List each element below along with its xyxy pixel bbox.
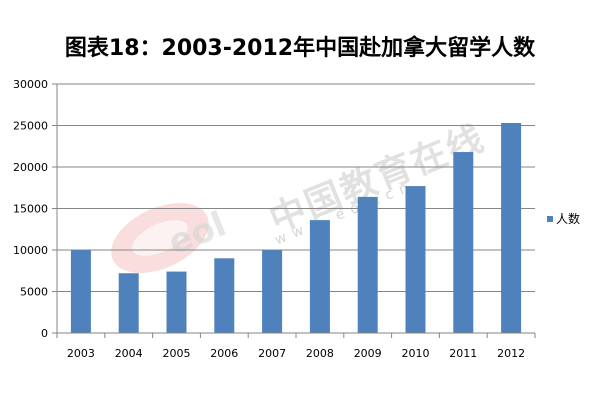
bar-2008	[309, 220, 330, 333]
y-tick-label: 20000	[13, 161, 48, 174]
x-tick-label: 2007	[258, 347, 286, 360]
bars	[70, 123, 522, 333]
x-tick-label: 2006	[210, 347, 238, 360]
x-tick-label: 2004	[115, 347, 143, 360]
x-tick-label: 2008	[306, 347, 334, 360]
x-tick-label: 2010	[402, 347, 430, 360]
legend-label: 人数	[556, 211, 580, 226]
y-tick-labels: 0 5000 10000 15000 20000 25000 30000	[13, 78, 48, 340]
x-tick-label: 2005	[163, 347, 191, 360]
y-tick-label: 5000	[20, 286, 48, 299]
x-tick-label: 2011	[449, 347, 477, 360]
bar-2012	[501, 123, 522, 333]
y-tick-label: 0	[41, 327, 48, 340]
bar-2011	[453, 152, 474, 333]
bar-2004	[118, 273, 139, 333]
bar-2009	[357, 196, 378, 333]
bar-2010	[405, 186, 426, 333]
x-tick-label: 2003	[67, 347, 95, 360]
x-tick-label: 2012	[497, 347, 525, 360]
chart-title: 图表18：2003-2012年中国赴加拿大留学人数	[64, 36, 536, 61]
legend: 人数	[547, 211, 580, 226]
bar-2005	[166, 271, 187, 333]
y-tick-label: 25000	[13, 120, 48, 133]
y-tick-label: 15000	[13, 203, 48, 216]
y-tick-label: 30000	[13, 78, 48, 91]
x-tick-labels: 2003 2004 2005 2006 2007 2008 2009 2010 2011 2012	[67, 347, 525, 360]
bar-2006	[214, 258, 235, 333]
bar-2007	[262, 250, 283, 333]
x-tick-label: 2009	[354, 347, 382, 360]
bar-2003	[70, 250, 91, 333]
axes	[56, 84, 536, 338]
y-tick-label: 10000	[13, 244, 48, 257]
legend-swatch	[547, 216, 553, 222]
